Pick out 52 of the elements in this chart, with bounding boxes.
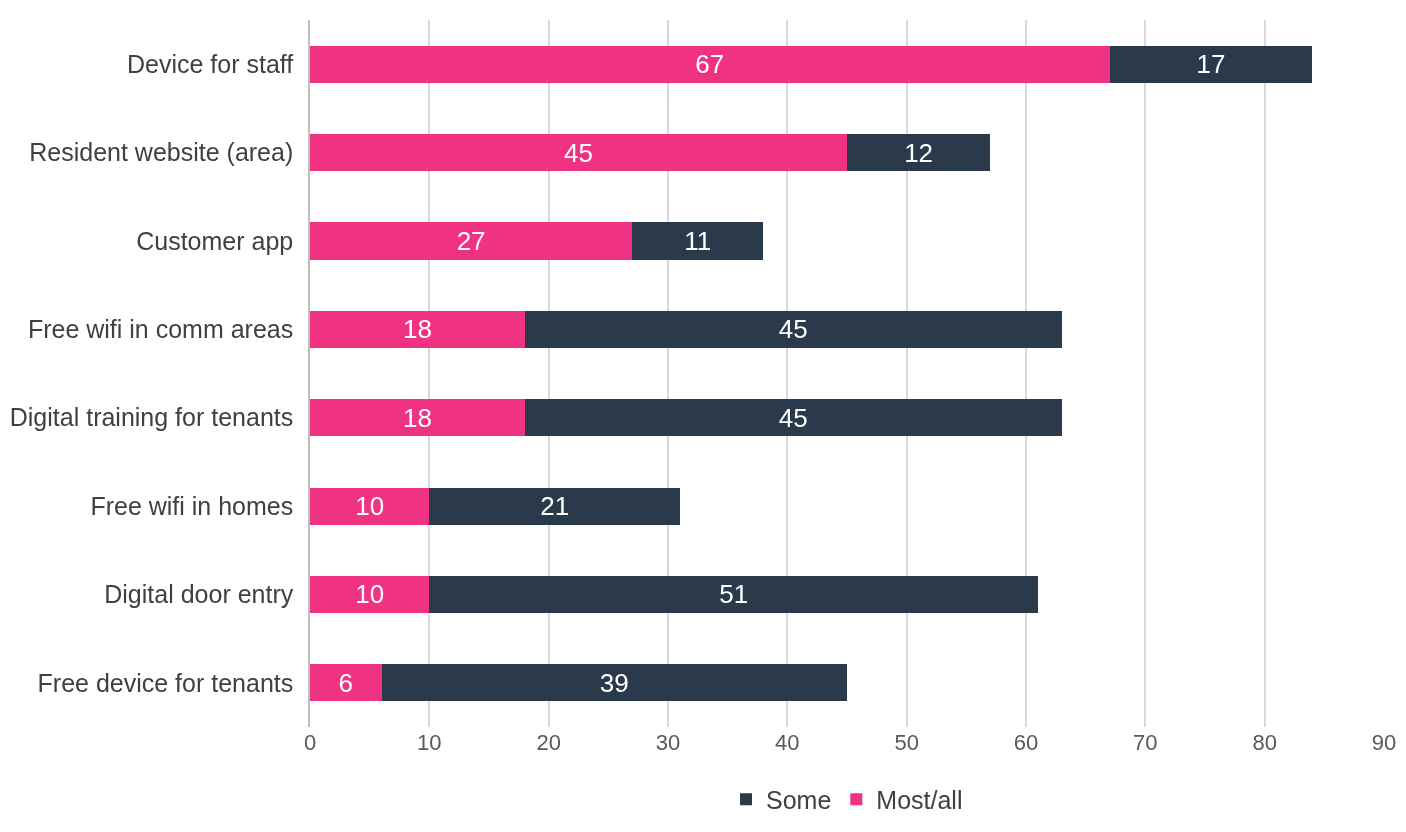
x-tick-label: 90 (1371, 730, 1397, 755)
bar (632, 222, 764, 260)
data-label: 12 (904, 137, 934, 168)
x-tick-label: 50 (894, 730, 919, 755)
x-tick-label: 30 (655, 730, 681, 755)
data-label: 51 (719, 579, 749, 610)
bar (429, 575, 1038, 613)
bar (310, 399, 525, 437)
data-label: 18 (402, 402, 432, 433)
bar (847, 134, 991, 172)
bar (310, 664, 382, 702)
data-label: 10 (355, 491, 385, 522)
x-tick-label: 60 (1013, 730, 1039, 755)
data-label: 45 (564, 137, 593, 168)
y-tick-label: Customer app (136, 226, 294, 255)
data-label: 10 (355, 579, 385, 610)
x-tick-label: 40 (775, 730, 800, 755)
data-label: 11 (684, 225, 712, 256)
x-tick-label: 70 (1133, 730, 1158, 755)
legend-label: Most/all (876, 785, 963, 814)
bar (310, 134, 847, 172)
y-tick-label: Free wifi in homes (90, 491, 294, 520)
y-tick-label: Free wifi in comm areas (27, 315, 294, 344)
bar (524, 310, 1062, 348)
y-tick-label: Digital door entry (104, 580, 294, 609)
x-tick-label: 10 (417, 730, 442, 755)
x-tick-label: 20 (536, 730, 561, 755)
data-label: 45 (778, 314, 808, 345)
x-tick-label: 80 (1252, 730, 1277, 755)
data-label: 6 (338, 667, 354, 698)
y-tick-label: Resident website (area) (29, 138, 294, 167)
bar (310, 575, 430, 613)
x-tick-label: 0 (303, 730, 317, 755)
bar (310, 222, 633, 260)
bar (310, 310, 525, 348)
data-label: 67 (695, 49, 725, 80)
bar (381, 664, 847, 702)
data-label: 17 (1196, 49, 1226, 80)
y-tick-label: Device for staff (126, 49, 294, 78)
y-tick-label: Digital training for tenants (9, 403, 294, 432)
y-tick-label: Free device for tenants (37, 668, 294, 697)
data-label: 18 (402, 314, 432, 345)
legend-label: Some (766, 785, 832, 814)
data-label: 27 (456, 225, 486, 256)
bar (310, 487, 430, 525)
bar (524, 399, 1062, 437)
data-label: 45 (778, 402, 808, 433)
data-label: 39 (599, 667, 629, 698)
bar (310, 45, 1110, 83)
bar (429, 487, 680, 525)
bar (1109, 45, 1313, 83)
data-label: 21 (540, 491, 570, 522)
